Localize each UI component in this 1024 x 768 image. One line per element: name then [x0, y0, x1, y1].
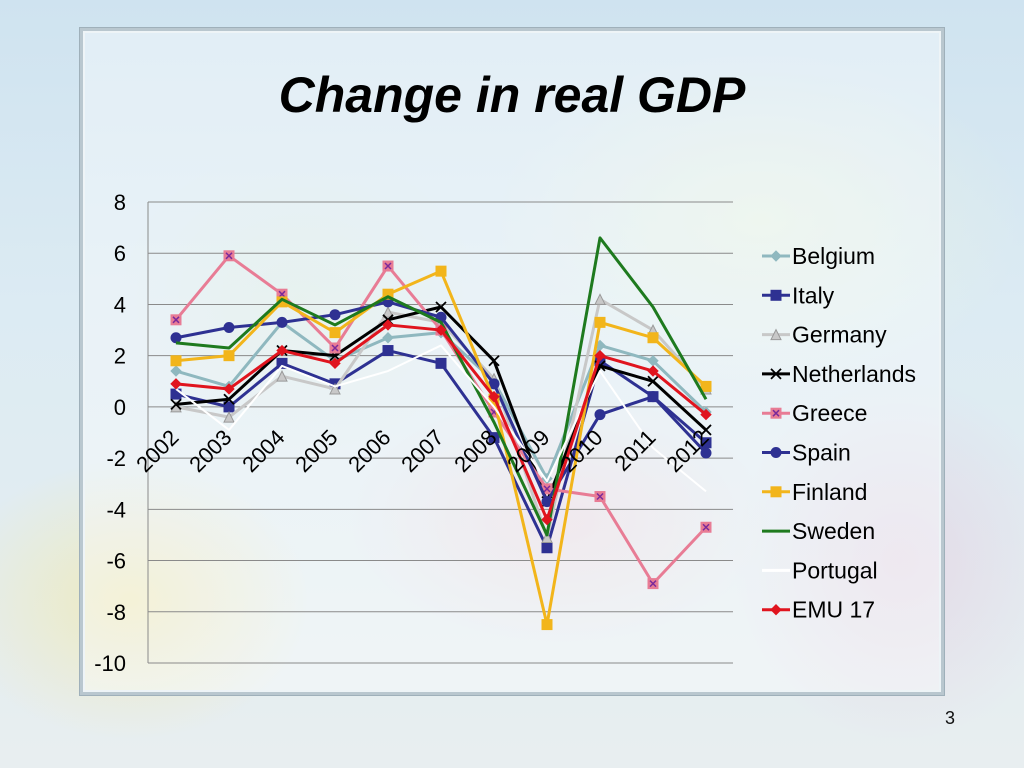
y-tick-label: -10	[94, 651, 126, 676]
series-line-portugal	[175, 344, 707, 493]
legend-marker-finland	[770, 486, 782, 498]
data-point-germany	[276, 370, 288, 382]
legend-marker-italy	[770, 289, 782, 301]
data-point-greece-cross	[649, 580, 657, 588]
legend-label: Italy	[792, 282, 835, 308]
data-point-finland	[223, 350, 235, 362]
series-line-sweden	[175, 236, 708, 537]
data-point-emu-17	[329, 357, 341, 370]
data-point-spain	[700, 447, 712, 459]
data-point-emu-17	[435, 324, 447, 336]
content-frame	[80, 28, 944, 695]
legend-label: Belgium	[792, 243, 875, 269]
data-point-finland	[700, 380, 712, 392]
legend-marker-greece-cross	[772, 409, 780, 417]
data-point-emu-17	[700, 408, 712, 421]
data-point-greece-cross	[384, 262, 392, 270]
data-point-italy	[435, 357, 447, 369]
y-tick-label: 6	[114, 241, 126, 266]
legend-marker-emu-17	[770, 603, 782, 616]
data-point-greece-cross	[543, 485, 551, 493]
data-point-emu-17	[382, 319, 394, 331]
data-point-germany	[382, 306, 394, 318]
data-point-netherlands	[647, 375, 659, 387]
data-point-italy	[382, 345, 394, 357]
legend-label: Portugal	[792, 557, 878, 583]
y-tick-label: 4	[114, 292, 126, 317]
data-point-greece-cross	[172, 316, 180, 324]
legend-marker-belgium	[770, 250, 782, 262]
legend-label: Greece	[792, 400, 867, 426]
data-point-emu-17	[170, 378, 182, 390]
data-point-belgium	[170, 365, 182, 377]
data-point-spain	[329, 309, 341, 321]
data-point-italy	[276, 357, 288, 369]
data-point-emu-17	[594, 349, 606, 362]
legend-marker-spain	[770, 447, 782, 458]
data-point-spain	[594, 409, 606, 421]
data-point-netherlands	[223, 393, 235, 405]
data-point-netherlands	[700, 424, 712, 436]
data-point-germany	[329, 382, 341, 395]
data-point-italy	[541, 542, 553, 554]
data-point-finland	[170, 355, 182, 367]
data-point-greece-cross	[225, 252, 233, 260]
data-point-germany	[223, 411, 235, 423]
data-point-italy	[488, 432, 500, 444]
data-point-belgium	[382, 332, 394, 344]
y-tick-label: 0	[114, 395, 126, 420]
y-tick-label: -6	[106, 549, 126, 574]
page-title: Change in real GDP	[278, 67, 746, 123]
legend-label: Sweden	[792, 518, 875, 544]
data-point-finland	[541, 619, 553, 631]
legend-marker-germany	[770, 328, 782, 341]
legend-marker-netherlands	[770, 368, 782, 380]
data-point-spain	[170, 332, 182, 344]
data-point-netherlands	[488, 355, 500, 367]
data-point-germany	[541, 531, 553, 544]
data-point-finland	[435, 265, 447, 277]
data-point-emu-17	[223, 383, 235, 395]
data-point-spain	[223, 321, 235, 333]
data-point-finland	[382, 288, 394, 300]
y-tick-label: 2	[114, 344, 126, 369]
y-tick-label: -2	[106, 446, 126, 471]
data-point-emu-17	[647, 365, 659, 377]
legend-label: Netherlands	[792, 361, 916, 387]
legend-label: Germany	[792, 322, 887, 348]
legend-label: EMU 17	[792, 597, 875, 623]
data-point-germany	[594, 293, 606, 305]
y-tick-label: -8	[106, 600, 126, 625]
data-point-spain	[276, 316, 288, 328]
data-point-greece-cross	[278, 290, 286, 298]
data-point-spain	[647, 391, 659, 403]
legend-label: Finland	[792, 479, 867, 505]
data-point-finland	[594, 316, 606, 328]
data-point-greece-cross	[702, 523, 710, 531]
data-point-finland	[329, 327, 341, 339]
y-tick-label: -4	[106, 497, 126, 522]
data-point-netherlands	[170, 398, 182, 410]
y-tick-label: 8	[114, 190, 126, 215]
data-point-netherlands	[435, 301, 447, 313]
data-point-finland	[647, 332, 659, 344]
data-point-greece-cross	[331, 344, 339, 352]
data-point-greece-cross	[596, 492, 604, 501]
data-point-emu-17	[541, 513, 553, 526]
slide-number: 3	[945, 708, 956, 728]
data-point-emu-17	[276, 344, 288, 357]
legend-label: Spain	[792, 440, 851, 466]
data-point-emu-17	[488, 390, 500, 403]
